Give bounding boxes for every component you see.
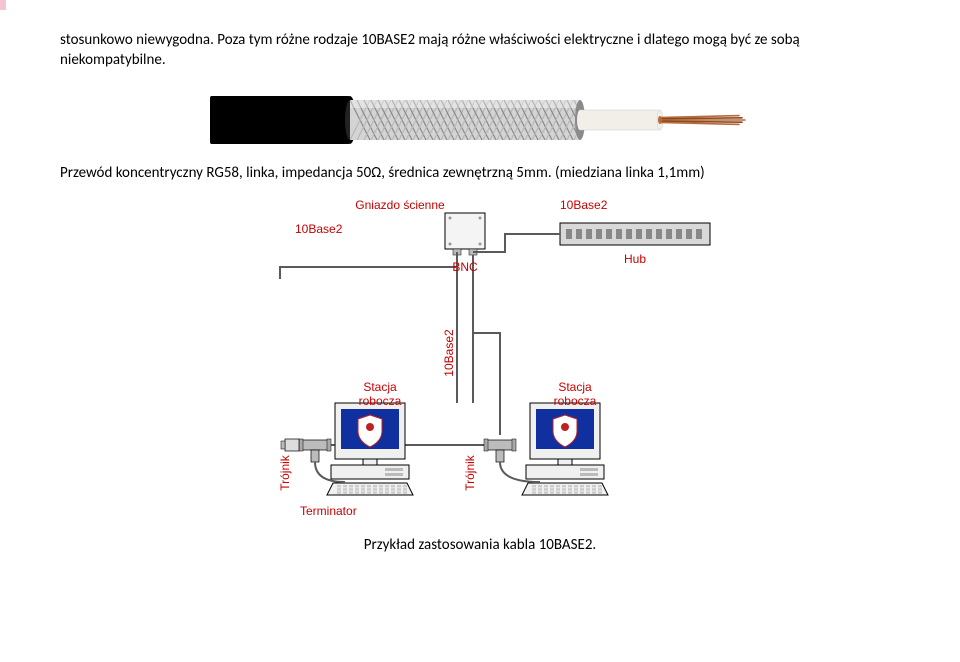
svg-text:10Base2: 10Base2 [560,198,608,212]
intro-paragraph: stosunkowo niewygodna. Poza tym różne ro… [60,30,900,71]
cable-caption: Przewód koncentryczny RG58, linka, imped… [60,163,900,183]
coaxial-cable-illustration [210,89,750,151]
corner-artifact [0,0,6,10]
network-diagram: 10Base2 Gniazdo ścienne 10Base2 10Base2 BNC H… [240,193,720,523]
svg-text:Trójnik: Trójnik [463,454,477,491]
svg-text:Gniazdo ścienne: Gniazdo ścienne [355,198,445,212]
svg-text:robocza: robocza [554,394,597,408]
svg-text:10Base2: 10Base2 [442,329,456,377]
svg-text:Stacja: Stacja [558,380,592,394]
svg-text:Terminator: Terminator [300,504,357,518]
diagram-caption: Przykład zastosowania kabla 10BASE2. [60,536,900,554]
svg-text:10Base2: 10Base2 [295,222,343,236]
svg-text:Hub: Hub [624,252,646,266]
svg-text:Trójnik: Trójnik [278,454,292,491]
svg-text:BNC: BNC [452,260,478,274]
svg-text:Stacja: Stacja [363,380,397,394]
svg-text:robocza: robocza [359,394,402,408]
